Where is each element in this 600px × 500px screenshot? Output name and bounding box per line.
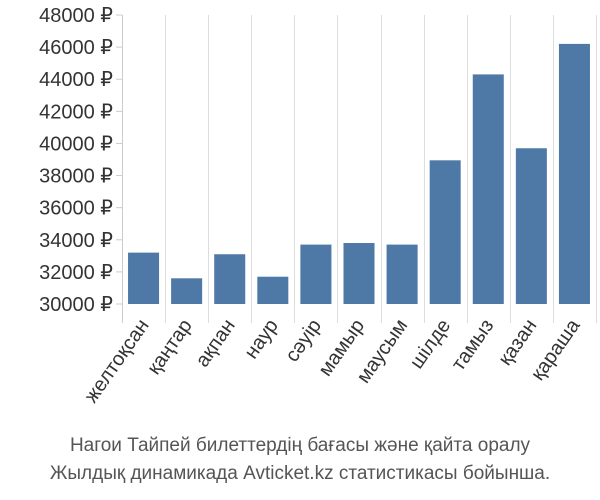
bar [300, 244, 332, 304]
bar [472, 74, 504, 305]
y-tick-label: 36000 ₽ [39, 198, 113, 220]
bars [128, 43, 590, 305]
bar [386, 244, 418, 304]
x-tick-label: наур [240, 315, 283, 363]
x-tick-label: қаңтар [143, 315, 197, 378]
y-tick-label: 48000 ₽ [39, 5, 113, 27]
y-axis-tick-labels: 30000 ₽ 32000 ₽ 34000 ₽ 36000 ₽ 38000 ₽ 40000… [39, 5, 122, 316]
y-tick-label: 34000 ₽ [39, 230, 113, 252]
y-tick-label: 32000 ₽ [39, 262, 113, 284]
x-tick-label: тамыз [447, 315, 498, 375]
bar [558, 43, 590, 305]
bar [429, 160, 461, 304]
x-tick-label: ақпан [191, 315, 239, 371]
grid-lines [122, 15, 597, 323]
bar-chart: 30000 ₽ 32000 ₽ 34000 ₽ 36000 ₽ 38000 ₽ 40000… [39, 5, 597, 407]
bar [515, 148, 547, 304]
bar [343, 242, 375, 304]
bar [214, 254, 246, 304]
chart-caption-line-2: Жылдық динамикада Avticket.kz статистика… [49, 463, 551, 484]
bar [257, 276, 289, 304]
y-tick-label: 42000 ₽ [39, 101, 113, 123]
x-tick-label: сәуір [281, 315, 326, 366]
y-tick-label: 38000 ₽ [39, 166, 113, 188]
x-tick-label: шілде [406, 315, 456, 373]
bar [171, 278, 203, 304]
bar [128, 252, 160, 304]
x-tick-label: желтоқсан [80, 315, 153, 407]
y-tick-label: 46000 ₽ [39, 37, 113, 59]
y-tick-label: 30000 ₽ [39, 294, 113, 316]
chart-caption-line-1: Нагои Тайпей билеттердің бағасы және қай… [69, 435, 531, 456]
y-tick-label: 40000 ₽ [39, 133, 113, 155]
y-tick-label: 44000 ₽ [39, 69, 113, 91]
